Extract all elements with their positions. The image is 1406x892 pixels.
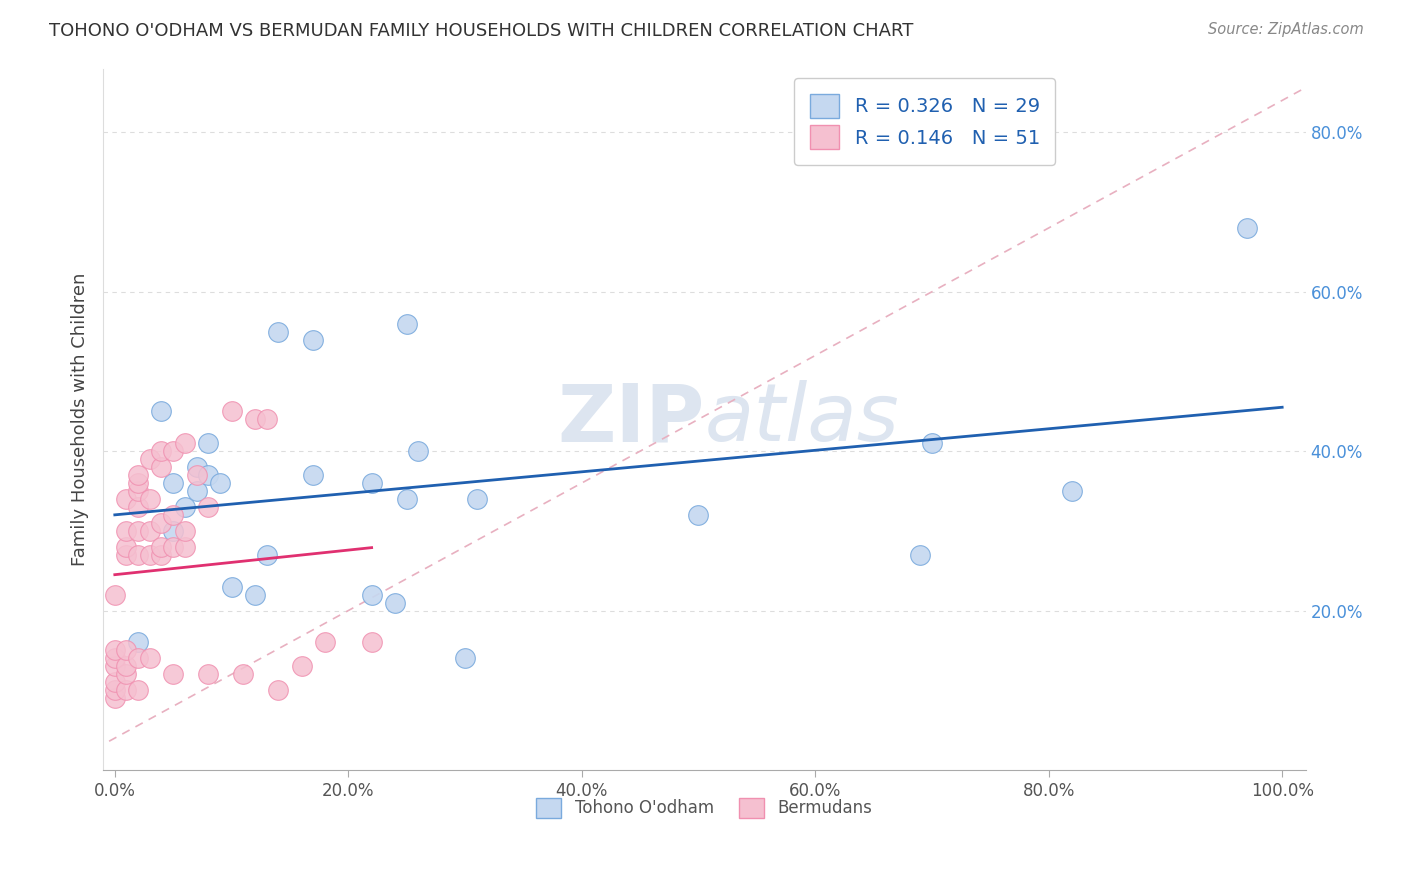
- Point: [150, 540, 173, 554]
- Point: [314, 635, 336, 649]
- Point: [104, 675, 127, 690]
- Point: [162, 667, 184, 681]
- Point: [910, 548, 932, 562]
- Point: [208, 476, 231, 491]
- Point: [173, 540, 195, 554]
- Legend: Tohono O'odham, Bermudans: Tohono O'odham, Bermudans: [530, 791, 879, 825]
- Point: [104, 659, 127, 673]
- Point: [127, 500, 149, 514]
- Point: [162, 524, 184, 538]
- Point: [127, 483, 149, 498]
- Point: [243, 588, 266, 602]
- Point: [115, 683, 138, 698]
- Point: [221, 580, 243, 594]
- Point: [267, 683, 290, 698]
- Point: [267, 325, 290, 339]
- Point: [150, 516, 173, 530]
- Text: Source: ZipAtlas.com: Source: ZipAtlas.com: [1208, 22, 1364, 37]
- Point: [115, 659, 138, 673]
- Point: [115, 667, 138, 681]
- Point: [360, 635, 382, 649]
- Point: [139, 491, 162, 506]
- Point: [290, 659, 312, 673]
- Point: [197, 436, 219, 450]
- Point: [115, 491, 138, 506]
- Point: [688, 508, 710, 522]
- Point: [395, 317, 418, 331]
- Point: [1236, 221, 1258, 235]
- Point: [150, 548, 173, 562]
- Point: [186, 483, 208, 498]
- Point: [465, 491, 488, 506]
- Point: [360, 476, 382, 491]
- Point: [395, 491, 418, 506]
- Point: [256, 548, 278, 562]
- Point: [104, 683, 127, 698]
- Point: [139, 548, 162, 562]
- Point: [173, 500, 195, 514]
- Point: [197, 468, 219, 483]
- Point: [139, 651, 162, 665]
- Point: [139, 452, 162, 467]
- Point: [162, 540, 184, 554]
- Point: [127, 548, 149, 562]
- Point: [139, 524, 162, 538]
- Point: [127, 476, 149, 491]
- Point: [127, 651, 149, 665]
- Point: [921, 436, 943, 450]
- Y-axis label: Family Households with Children: Family Households with Children: [72, 273, 89, 566]
- Point: [115, 643, 138, 657]
- Point: [150, 460, 173, 475]
- Point: [197, 500, 219, 514]
- Point: [162, 508, 184, 522]
- Point: [360, 588, 382, 602]
- Point: [221, 404, 243, 418]
- Text: ZIP: ZIP: [557, 380, 704, 458]
- Point: [162, 476, 184, 491]
- Point: [186, 460, 208, 475]
- Point: [127, 524, 149, 538]
- Point: [104, 651, 127, 665]
- Point: [104, 643, 127, 657]
- Point: [243, 412, 266, 426]
- Point: [162, 444, 184, 458]
- Point: [115, 524, 138, 538]
- Text: TOHONO O'ODHAM VS BERMUDAN FAMILY HOUSEHOLDS WITH CHILDREN CORRELATION CHART: TOHONO O'ODHAM VS BERMUDAN FAMILY HOUSEH…: [49, 22, 914, 40]
- Point: [150, 444, 173, 458]
- Point: [186, 468, 208, 483]
- Point: [173, 436, 195, 450]
- Point: [384, 596, 406, 610]
- Point: [115, 540, 138, 554]
- Point: [1060, 483, 1083, 498]
- Point: [454, 651, 477, 665]
- Point: [104, 691, 127, 706]
- Point: [302, 333, 325, 347]
- Point: [232, 667, 254, 681]
- Point: [256, 412, 278, 426]
- Point: [104, 588, 127, 602]
- Point: [408, 444, 430, 458]
- Point: [197, 667, 219, 681]
- Point: [173, 524, 195, 538]
- Point: [127, 468, 149, 483]
- Point: [150, 404, 173, 418]
- Point: [115, 548, 138, 562]
- Point: [302, 468, 325, 483]
- Point: [127, 683, 149, 698]
- Text: atlas: atlas: [704, 380, 898, 458]
- Point: [127, 635, 149, 649]
